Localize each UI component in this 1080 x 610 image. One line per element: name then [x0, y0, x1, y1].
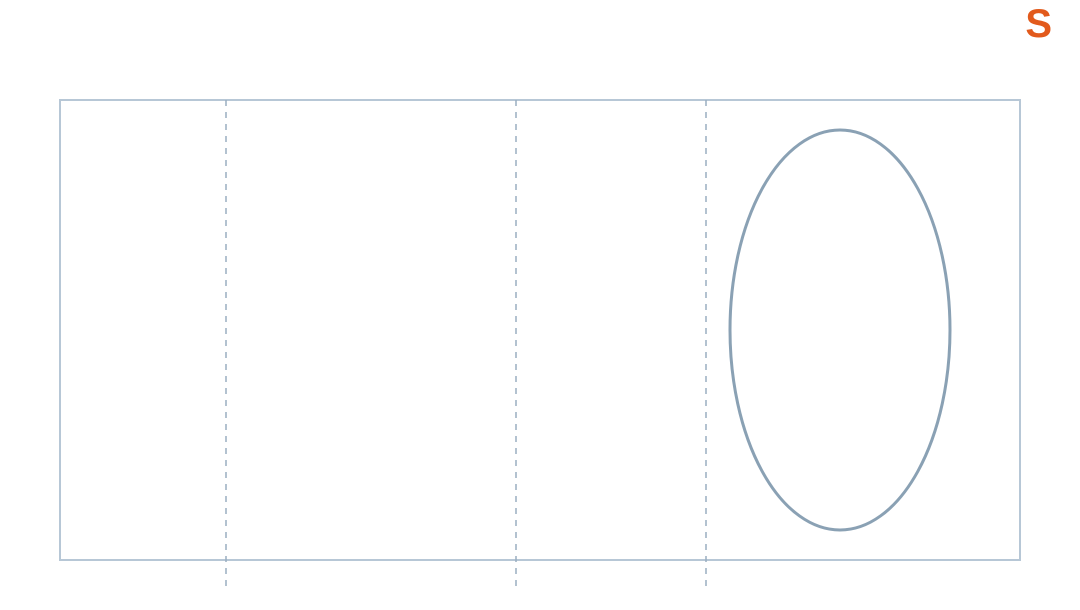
- diagram-frame: [60, 100, 1020, 560]
- section-dividers: [226, 100, 706, 590]
- slide: S: [0, 0, 1080, 610]
- frontend-ellipse: [730, 130, 950, 530]
- architecture-diagram: [0, 0, 1080, 610]
